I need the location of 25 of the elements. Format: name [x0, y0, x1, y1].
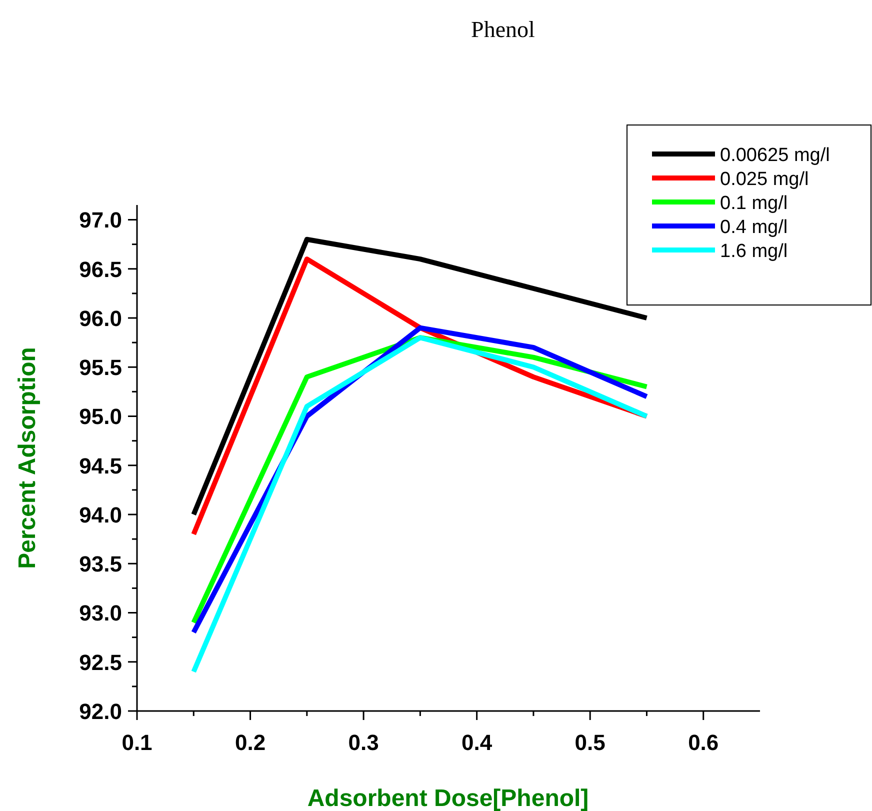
- x-axis-title: Adsorbent Dose[Phenol]: [307, 785, 589, 811]
- y-axis-title: Percent Adsorption: [14, 347, 41, 569]
- y-tick-label: 92.0: [79, 699, 122, 724]
- legend-label: 0.4 mg/l: [720, 217, 788, 238]
- x-tick-label: 0.2: [234, 730, 266, 755]
- y-tick-label: 97.0: [79, 208, 122, 233]
- y-tick-label: 93.5: [79, 552, 122, 577]
- legend-label: 0.00625 mg/l: [720, 145, 830, 166]
- y-tick-label: 92.5: [79, 650, 122, 675]
- x-tick-label: 0.1: [122, 730, 152, 755]
- y-tick-label: 96.0: [79, 306, 122, 331]
- x-tick-label: 0.5: [574, 730, 606, 755]
- y-tick-label: 95.0: [79, 404, 122, 430]
- chart-title: Phenol: [471, 17, 535, 42]
- x-tick-label: 0.3: [348, 730, 379, 755]
- y-tick-label: 93.0: [79, 600, 122, 626]
- x-tick-label: 0.6: [688, 730, 719, 755]
- y-tick-label: 94.5: [79, 453, 122, 478]
- y-tick-label: 95.5: [79, 355, 122, 380]
- x-tick-label: 0.4: [462, 730, 493, 755]
- legend-label: 1.6 mg/l: [720, 241, 788, 262]
- y-tick-label: 96.5: [79, 256, 122, 282]
- y-tick-label: 94.0: [79, 502, 122, 528]
- legend-label: 0.1 mg/l: [720, 193, 788, 214]
- legend-label: 0.025 mg/l: [720, 169, 809, 190]
